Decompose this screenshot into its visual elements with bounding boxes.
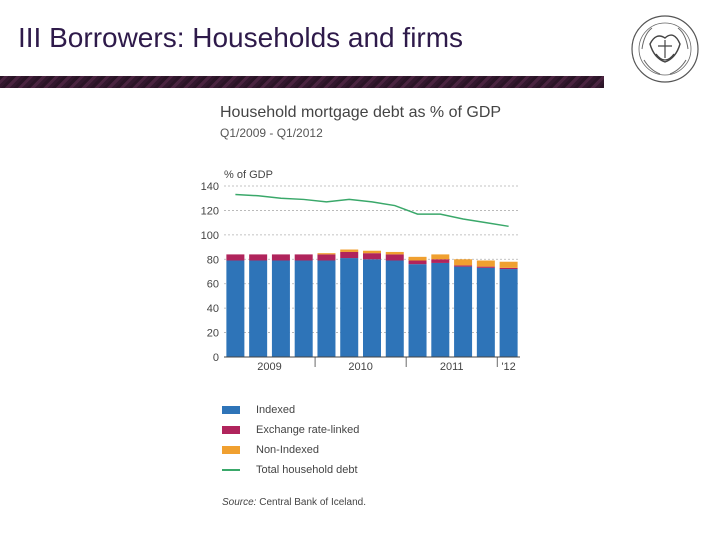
legend-swatch-non-indexed — [222, 446, 240, 454]
y-tick-label: 20 — [207, 328, 219, 340]
chart-source: Source: Central Bank of Iceland. — [222, 497, 366, 508]
bar-indexed — [408, 264, 427, 357]
bar-non-indexed — [408, 256, 427, 261]
legend-item-exchange-rate-linked: Exchange rate-linked — [222, 420, 359, 440]
line-total-household-debt — [235, 193, 509, 228]
y-tick-label: 40 — [207, 303, 219, 315]
bar-indexed — [294, 260, 313, 357]
x-tick-label: 2009 — [257, 361, 281, 373]
bar-exchange-rate-linked — [249, 254, 268, 261]
bar-non-indexed — [476, 260, 495, 267]
y-tick-label: 0 — [213, 352, 219, 364]
chart-legend: Indexed Exchange rate-linked Non-Indexed… — [222, 400, 359, 480]
bar-indexed — [431, 262, 450, 357]
chart-title: Household mortgage debt as % of GDP — [220, 104, 502, 121]
bar-exchange-rate-linked — [454, 265, 473, 267]
bar-non-indexed — [317, 253, 336, 255]
bar-non-indexed — [431, 254, 450, 260]
bar-exchange-rate-linked — [340, 251, 359, 259]
bar-indexed — [340, 258, 359, 357]
bar-non-indexed — [499, 261, 518, 268]
bar-indexed — [271, 260, 290, 357]
bar-exchange-rate-linked — [226, 254, 245, 261]
source-prefix: Source: — [222, 497, 257, 508]
source-text: Central Bank of Iceland. — [259, 497, 366, 508]
bar-indexed — [249, 260, 268, 357]
bar-indexed — [499, 269, 518, 357]
bar-indexed — [317, 260, 336, 357]
chart-subtitle: Q1/2009 - Q1/2012 — [220, 126, 323, 140]
bar-indexed — [454, 266, 473, 357]
bar-exchange-rate-linked — [317, 254, 336, 261]
bar-exchange-rate-linked — [294, 254, 313, 261]
legend-label-non-indexed: Non-Indexed — [256, 444, 319, 456]
x-tick-label: 2010 — [348, 361, 372, 373]
bar-non-indexed — [340, 249, 359, 252]
bar-exchange-rate-linked — [271, 254, 290, 261]
bar-non-indexed — [454, 259, 473, 266]
legend-swatch-indexed — [222, 406, 240, 414]
bar-exchange-rate-linked — [385, 254, 404, 261]
bar-exchange-rate-linked — [499, 267, 518, 270]
bar-indexed — [363, 259, 381, 357]
y-axis-label: % of GDP — [224, 169, 273, 181]
bar-indexed — [476, 267, 495, 357]
legend-swatch-exchange-rate-linked — [222, 426, 240, 434]
title-divider-bar — [0, 76, 604, 88]
bar-exchange-rate-linked — [431, 259, 450, 263]
legend-item-non-indexed: Non-Indexed — [222, 440, 359, 460]
legend-item-total-household-debt: Total household debt — [222, 460, 359, 480]
y-tick-label: 100 — [201, 230, 219, 242]
slide-title: III Borrowers: Households and firms — [18, 22, 464, 53]
bar-indexed — [385, 260, 404, 357]
legend-label-indexed: Indexed — [256, 404, 296, 416]
legend-line-total-household-debt — [222, 469, 240, 471]
university-seal-icon — [631, 15, 699, 83]
y-tick-label: 140 — [201, 181, 219, 193]
legend-label-exchange-rate-linked: Exchange rate-linked — [256, 424, 360, 436]
legend-label-total-household-debt: Total household debt — [256, 464, 358, 476]
bar-exchange-rate-linked — [363, 253, 381, 260]
y-tick-label: 60 — [207, 279, 219, 291]
bar-exchange-rate-linked — [408, 260, 427, 265]
bar-non-indexed — [363, 250, 381, 254]
bar-non-indexed — [385, 251, 404, 255]
y-tick-label: 120 — [201, 205, 219, 217]
bar-indexed — [226, 260, 245, 357]
x-tick-label: '12 — [501, 361, 515, 373]
y-tick-label: 80 — [207, 254, 219, 266]
stacked-bar-chart: 0 20 40 60 80 100 120 140 2009 2010 2011 '12 — [201, 181, 520, 373]
x-tick-label: 2011 — [440, 361, 464, 373]
legend-item-indexed: Indexed — [222, 400, 359, 420]
bar-exchange-rate-linked — [476, 266, 495, 268]
